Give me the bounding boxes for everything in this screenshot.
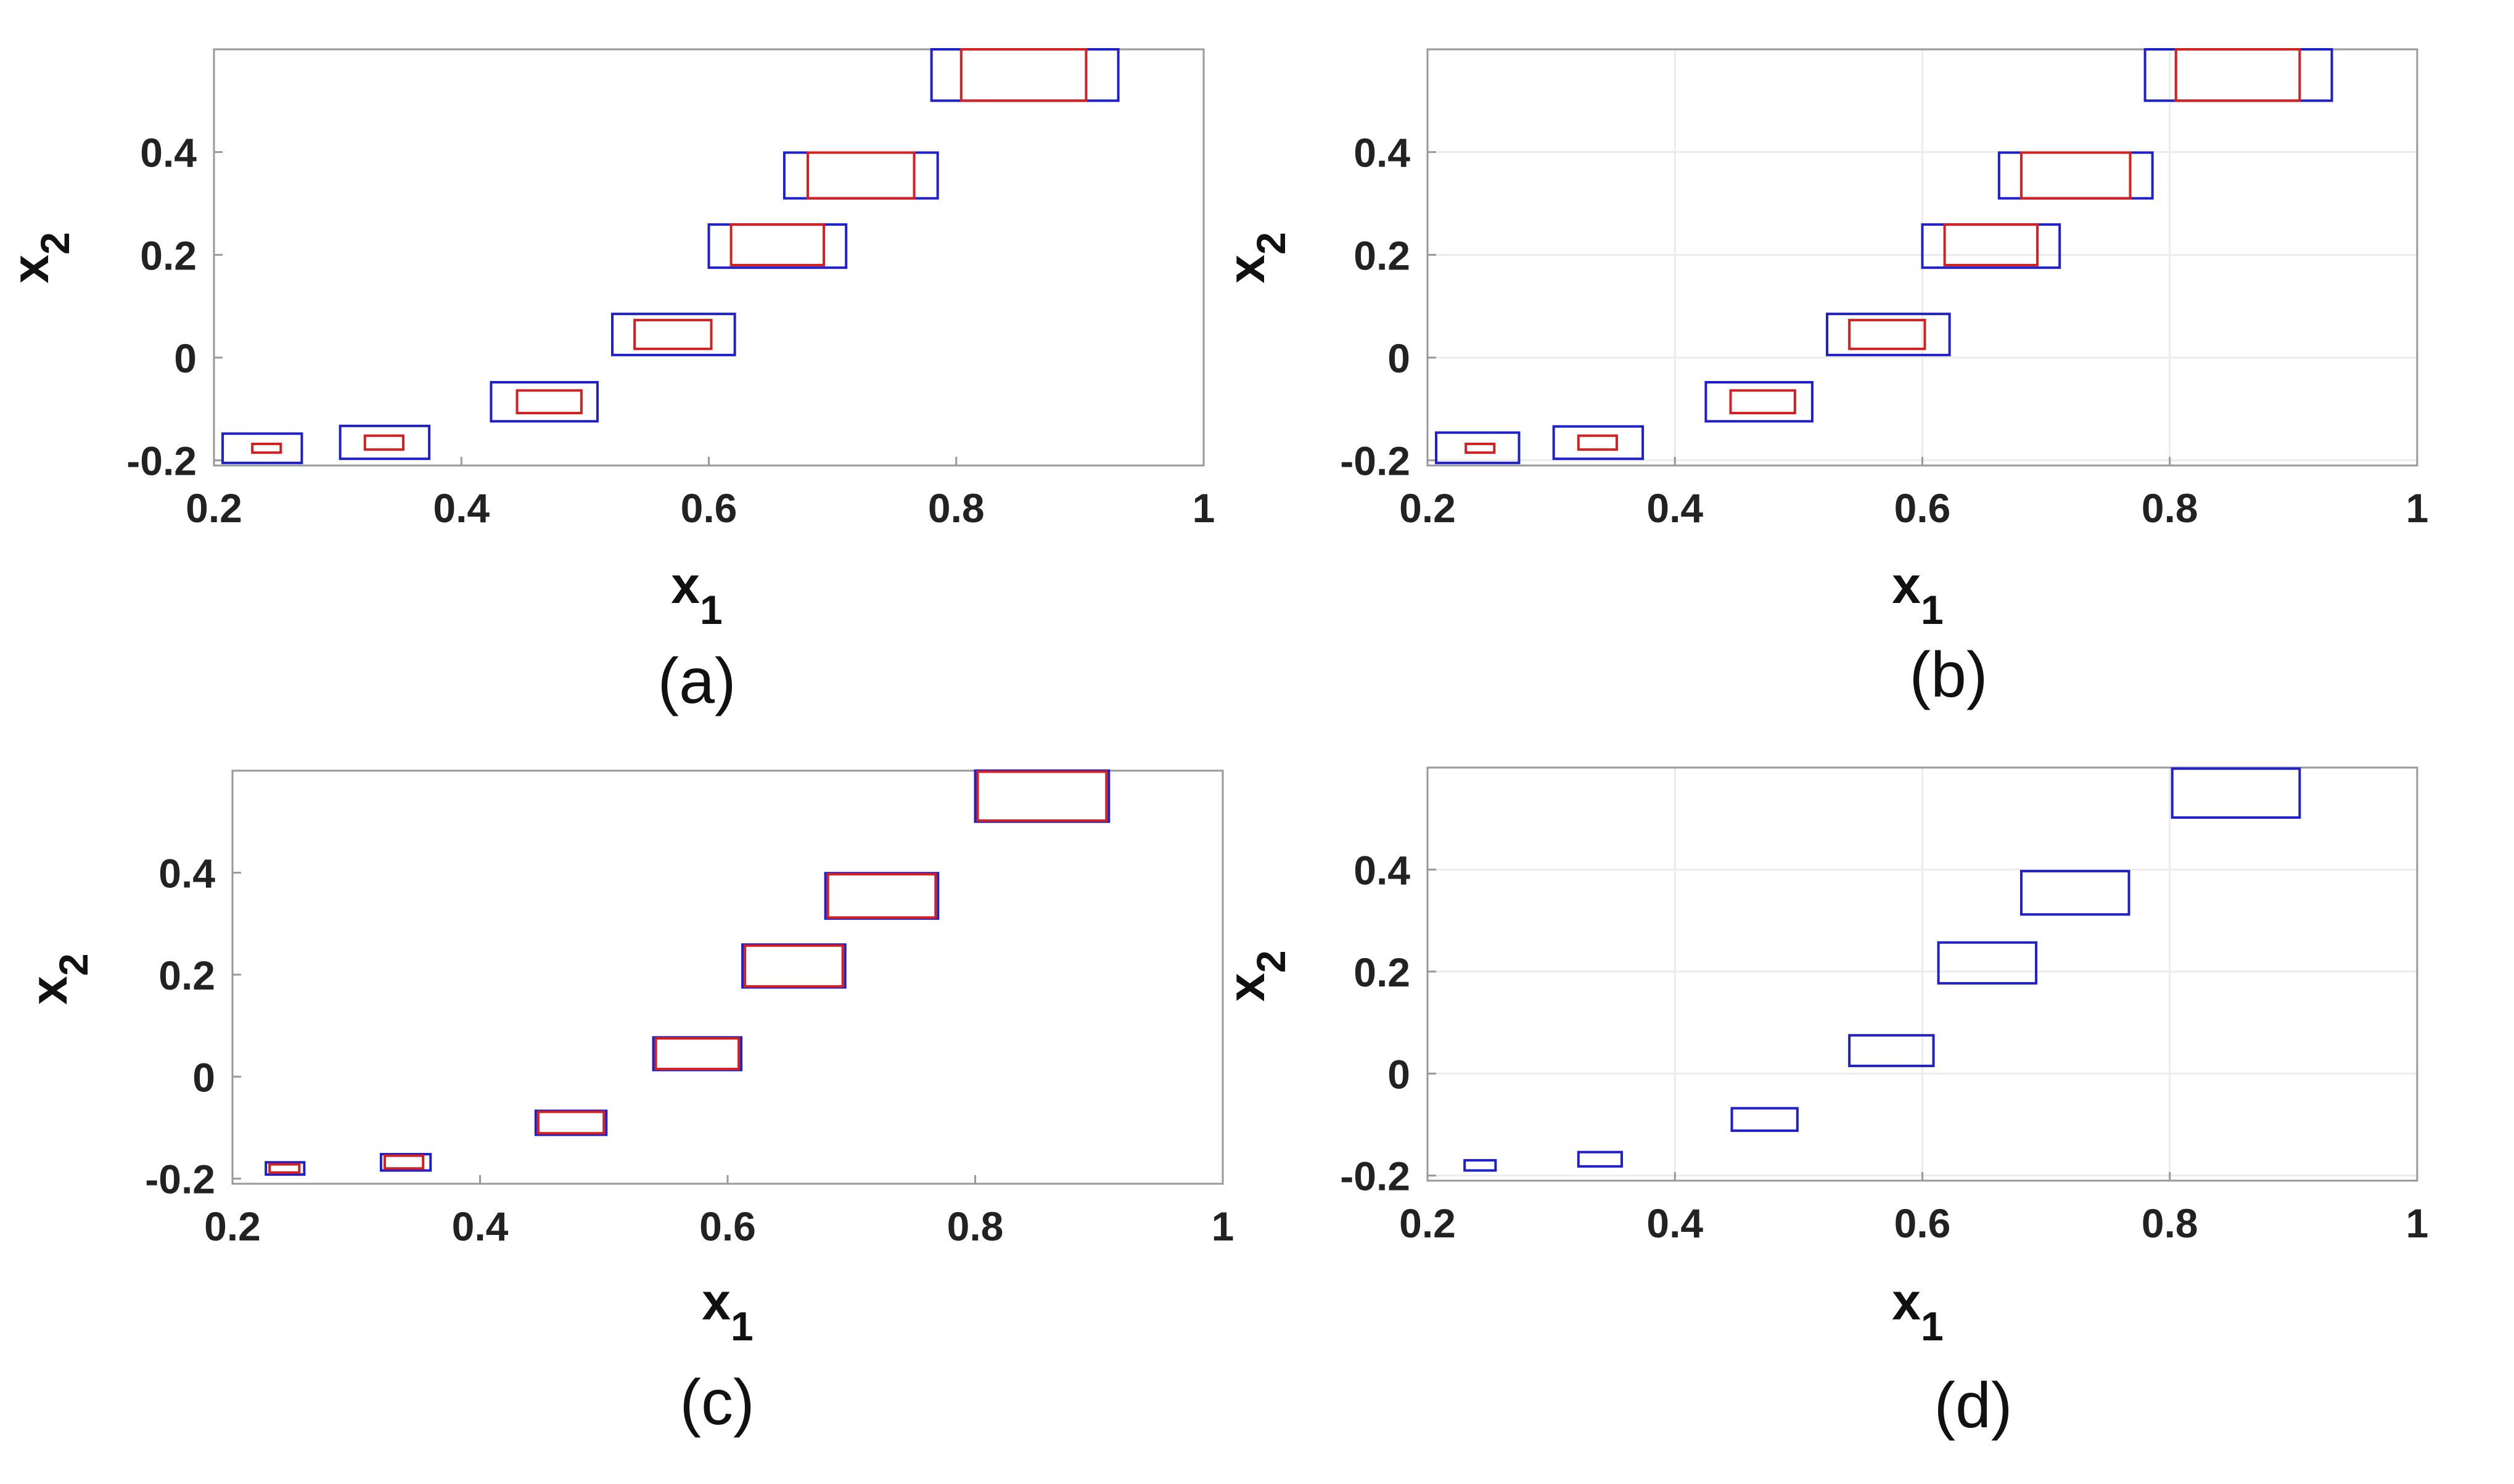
- y-tick-label: -0.2: [145, 1157, 215, 1202]
- y-tick-label: 0.2: [1354, 949, 1410, 995]
- outer-interval-box: [379, 1153, 432, 1172]
- x-tick-label: 0.2: [1399, 485, 1456, 531]
- outer-interval-box: [1704, 381, 1814, 423]
- outer-interval-box: [1937, 941, 2038, 985]
- outer-interval-box: [339, 424, 431, 461]
- outer-interval-box: [221, 432, 303, 464]
- inner-interval-box: [744, 944, 844, 988]
- inner-interval-box: [363, 434, 405, 451]
- y-tick-label: 0: [1387, 1051, 1410, 1097]
- x-tick-label: 0.8: [928, 485, 985, 531]
- x-axis-label-subscript: 1: [1921, 587, 1944, 633]
- inner-interval-box: [1464, 443, 1496, 454]
- inner-interval-box: [268, 1163, 301, 1174]
- y-tick-label: 0: [192, 1054, 215, 1100]
- inner-interval-box: [536, 1110, 606, 1135]
- outer-interval-box: [1848, 1034, 1935, 1067]
- x-tick-label: 0.4: [1646, 1200, 1703, 1246]
- x-tick-label: 1: [2406, 485, 2429, 531]
- y-tick-label: 0.2: [140, 232, 197, 278]
- outer-interval-box: [1463, 1158, 1497, 1172]
- x-tick-label: 0.4: [433, 485, 490, 531]
- inner-interval-box: [1943, 223, 2039, 266]
- y-tick-label: 0: [174, 335, 197, 381]
- y-tick-label: 0.4: [140, 130, 197, 176]
- y-tick-label: 0: [1387, 335, 1410, 381]
- y-tick-label: -0.2: [126, 438, 197, 484]
- inner-interval-box: [516, 389, 583, 414]
- outer-interval-box: [1435, 431, 1521, 464]
- panel-caption: (c): [680, 1367, 754, 1438]
- x-tick-label: 0.4: [1646, 485, 1703, 531]
- y-axis-label-subscript: 2: [1248, 950, 1294, 973]
- outer-interval-box: [611, 313, 736, 356]
- x-tick-label: 1: [1212, 1203, 1234, 1249]
- inner-interval-box: [633, 319, 713, 350]
- y-tick-label: 0.2: [158, 953, 215, 998]
- y-axis-label-subscript: 2: [32, 232, 78, 255]
- x-axis-label-subscript: 1: [700, 587, 723, 633]
- y-tick-label: 0.4: [158, 850, 215, 896]
- y-tick-label: -0.2: [1340, 1154, 1410, 1199]
- x-tick-label: 0.2: [1399, 1200, 1456, 1246]
- outer-interval-box: [490, 381, 599, 423]
- x-tick-label: 0.6: [1894, 485, 1951, 531]
- y-tick-label: 0.4: [1354, 130, 1410, 176]
- inner-interval-box: [1577, 434, 1618, 451]
- panel-caption: (d): [1934, 1370, 2012, 1441]
- y-tick-label: 0.4: [1354, 847, 1410, 893]
- outer-interval-box: [2171, 767, 2301, 819]
- x-tick-label: 0.6: [681, 485, 737, 531]
- x-tick-label: 0.2: [186, 485, 242, 531]
- inner-interval-box: [2174, 48, 2301, 102]
- x-tick-label: 0.8: [2142, 485, 2198, 531]
- inner-interval-box: [1848, 319, 1926, 350]
- x-tick-label: 1: [1193, 485, 1215, 531]
- inner-interval-box: [959, 48, 1088, 102]
- x-tick-label: 0.2: [204, 1203, 261, 1249]
- inner-interval-box: [1729, 389, 1796, 414]
- inner-interval-box: [251, 443, 282, 454]
- panel-caption: (b): [1909, 639, 1987, 711]
- x-axis-label-subscript: 1: [1921, 1303, 1944, 1349]
- x-tick-label: 1: [2406, 1200, 2429, 1246]
- outer-interval-box: [2020, 869, 2130, 916]
- outer-interval-box: [1577, 1150, 1623, 1168]
- outer-interval-box: [1730, 1107, 1799, 1132]
- y-axis-label-subscript: 2: [1248, 232, 1294, 255]
- x-tick-label: 0.6: [699, 1203, 756, 1249]
- inner-interval-box: [654, 1037, 741, 1070]
- inner-interval-box: [383, 1154, 425, 1170]
- x-tick-label: 0.8: [947, 1203, 1004, 1249]
- outer-interval-box: [265, 1161, 306, 1176]
- x-tick-label: 0.4: [452, 1203, 509, 1249]
- inner-interval-box: [2020, 151, 2132, 200]
- y-tick-label: 0.2: [1354, 232, 1410, 278]
- outer-interval-box: [1826, 313, 1951, 356]
- x-axis-label-subscript: 1: [731, 1303, 754, 1349]
- outer-interval-box: [1552, 425, 1645, 461]
- inner-interval-box: [976, 770, 1108, 822]
- panel-caption: (a): [657, 646, 736, 717]
- x-tick-label: 0.8: [2142, 1200, 2198, 1246]
- inner-interval-box: [807, 151, 916, 200]
- y-axis-label-subscript: 2: [51, 953, 96, 976]
- inner-interval-box: [826, 872, 937, 919]
- x-tick-label: 0.6: [1894, 1200, 1951, 1246]
- inner-interval-box: [729, 223, 826, 266]
- y-tick-label: -0.2: [1340, 438, 1410, 484]
